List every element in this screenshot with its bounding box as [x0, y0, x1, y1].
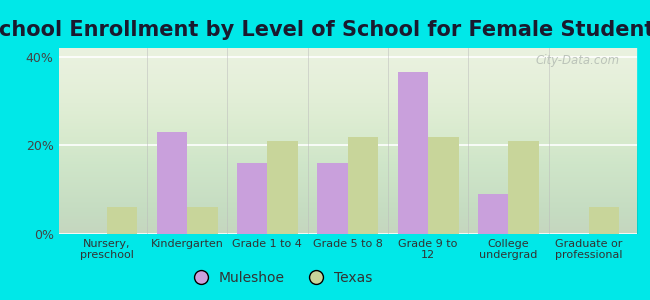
Text: School Enrollment by Level of School for Female Students: School Enrollment by Level of School for… — [0, 20, 650, 40]
Bar — [428, 136, 459, 234]
Legend: Muleshoe, Texas: Muleshoe, Texas — [181, 265, 378, 290]
Bar — [267, 141, 298, 234]
Bar — [508, 141, 539, 234]
Bar — [317, 163, 348, 234]
Bar — [157, 132, 187, 234]
Bar — [589, 207, 619, 234]
Bar — [478, 194, 508, 234]
Bar — [237, 163, 267, 234]
Text: City-Data.com: City-Data.com — [536, 54, 619, 67]
Bar — [348, 136, 378, 234]
Bar — [107, 207, 137, 234]
Bar — [187, 207, 218, 234]
Bar — [398, 72, 428, 234]
